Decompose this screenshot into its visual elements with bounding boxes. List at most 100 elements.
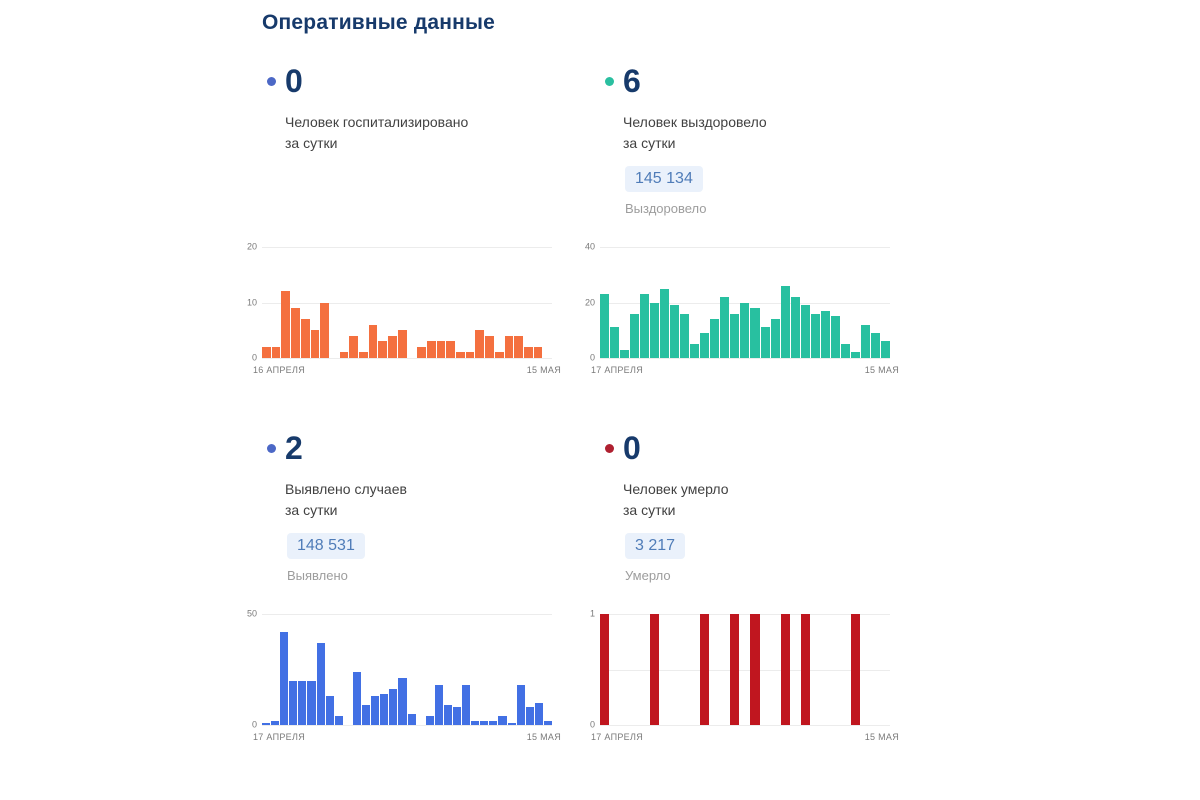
bar[interactable]	[800, 614, 810, 725]
bar[interactable]	[720, 296, 730, 358]
bar[interactable]	[650, 614, 660, 725]
bar[interactable]	[316, 642, 325, 725]
bar[interactable]	[860, 324, 870, 358]
bar[interactable]	[462, 685, 471, 725]
bar[interactable]	[456, 352, 465, 358]
bar[interactable]	[325, 696, 334, 725]
bar[interactable]	[810, 313, 820, 358]
bar[interactable]	[870, 333, 880, 358]
bar[interactable]	[378, 341, 388, 358]
bar[interactable]	[780, 285, 790, 358]
bar[interactable]	[475, 330, 485, 358]
bar[interactable]	[750, 614, 760, 725]
bar[interactable]	[750, 308, 760, 358]
bar[interactable]	[600, 294, 610, 358]
bar[interactable]	[334, 716, 343, 725]
bar[interactable]	[426, 341, 436, 358]
bar[interactable]	[710, 319, 720, 358]
bar[interactable]	[471, 720, 480, 725]
bar[interactable]	[465, 352, 475, 358]
bar[interactable]	[352, 671, 362, 725]
bar[interactable]	[388, 335, 397, 358]
bar[interactable]	[830, 316, 840, 358]
bar[interactable]	[397, 330, 407, 358]
x-axis-start-label: 16 АПРЕЛЯ	[253, 365, 305, 375]
bar[interactable]	[291, 308, 300, 358]
bar[interactable]	[434, 685, 443, 725]
bar[interactable]	[281, 291, 291, 358]
bar[interactable]	[436, 341, 446, 358]
bar[interactable]	[850, 352, 860, 358]
bar[interactable]	[271, 720, 280, 725]
bar[interactable]	[533, 346, 543, 358]
bar[interactable]	[359, 352, 368, 358]
bar[interactable]	[640, 294, 650, 358]
bar[interactable]	[660, 288, 670, 358]
bar[interactable]	[485, 335, 494, 358]
bar[interactable]	[320, 302, 329, 358]
bar[interactable]	[760, 327, 770, 358]
bar[interactable]	[730, 614, 740, 725]
bar[interactable]	[425, 716, 434, 725]
bar[interactable]	[780, 614, 790, 725]
bar[interactable]	[300, 319, 310, 358]
bar[interactable]	[790, 296, 800, 358]
bar[interactable]	[480, 720, 489, 725]
bar[interactable]	[417, 346, 426, 358]
bar[interactable]	[700, 614, 710, 725]
bar[interactable]	[389, 689, 398, 725]
bar[interactable]	[452, 707, 462, 725]
bar[interactable]	[339, 352, 349, 358]
bar[interactable]	[307, 680, 316, 725]
bar[interactable]	[650, 302, 660, 358]
bar[interactable]	[504, 335, 514, 358]
kpi-label: Человек умерло за сутки	[623, 479, 890, 521]
bars	[262, 614, 552, 725]
bar[interactable]	[446, 341, 456, 358]
bar[interactable]	[507, 722, 516, 725]
bar[interactable]	[280, 631, 289, 725]
bar[interactable]	[380, 693, 389, 725]
bar[interactable]	[298, 680, 307, 725]
bar[interactable]	[840, 344, 850, 358]
bar[interactable]	[740, 302, 750, 358]
bar[interactable]	[498, 716, 507, 725]
bar[interactable]	[534, 702, 543, 725]
bar[interactable]	[525, 707, 534, 725]
bar[interactable]	[543, 720, 552, 725]
bar[interactable]	[680, 313, 690, 358]
bar[interactable]	[443, 705, 452, 725]
bar[interactable]	[398, 678, 407, 725]
bar[interactable]	[362, 705, 371, 725]
bar[interactable]	[271, 346, 281, 358]
bar[interactable]	[494, 352, 504, 358]
bar[interactable]	[820, 310, 830, 358]
bar[interactable]	[523, 346, 533, 358]
bar[interactable]	[516, 685, 525, 725]
bar[interactable]	[630, 313, 640, 358]
bar[interactable]	[800, 305, 810, 358]
bar[interactable]	[880, 341, 890, 358]
bar[interactable]	[730, 313, 740, 358]
bar[interactable]	[620, 349, 630, 358]
bar[interactable]	[368, 324, 378, 358]
bar[interactable]	[262, 722, 271, 725]
bar[interactable]	[349, 335, 359, 358]
bar[interactable]	[310, 330, 320, 358]
bar[interactable]	[690, 344, 700, 358]
bar[interactable]	[489, 720, 498, 725]
bar[interactable]	[289, 680, 298, 725]
bar[interactable]	[262, 346, 271, 358]
bar[interactable]	[407, 713, 416, 725]
bar[interactable]	[600, 614, 610, 725]
total-block: 3 217 Умерло	[625, 533, 890, 583]
bar[interactable]	[371, 696, 380, 725]
bar[interactable]	[850, 614, 860, 725]
bar[interactable]	[610, 327, 620, 358]
bars	[600, 247, 890, 358]
total-badge-label: Выявлено	[287, 568, 348, 583]
bar[interactable]	[670, 305, 680, 358]
bar[interactable]	[514, 335, 523, 358]
bar[interactable]	[700, 333, 710, 358]
bar[interactable]	[770, 319, 780, 358]
